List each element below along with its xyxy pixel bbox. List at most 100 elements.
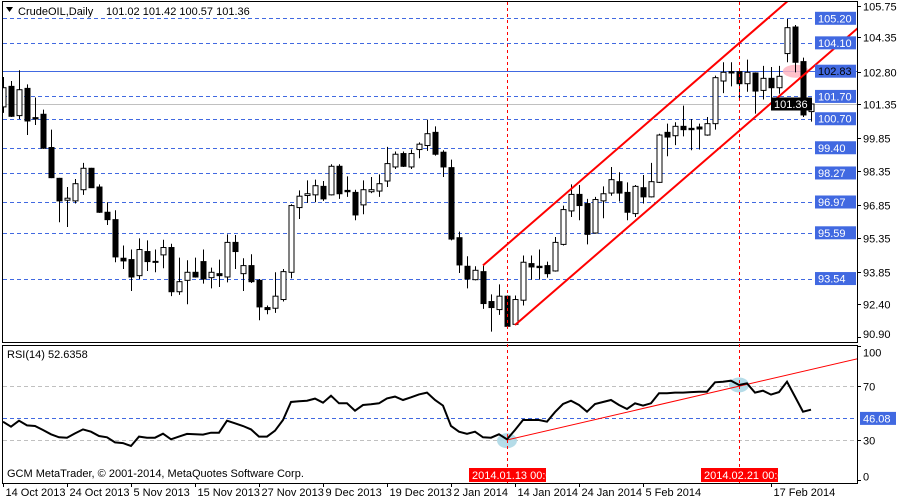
candle[interactable] bbox=[32, 97, 39, 125]
candle[interactable] bbox=[136, 238, 143, 279]
candle[interactable] bbox=[1, 77, 7, 113]
candle[interactable] bbox=[120, 245, 127, 269]
candle[interactable] bbox=[96, 184, 103, 213]
candle[interactable] bbox=[744, 59, 751, 92]
candle[interactable] bbox=[152, 249, 159, 273]
candle[interactable] bbox=[640, 174, 647, 204]
candle[interactable] bbox=[104, 202, 111, 225]
candle[interactable] bbox=[56, 177, 63, 223]
candle[interactable] bbox=[768, 66, 775, 100]
candle[interactable] bbox=[752, 72, 759, 114]
candle[interactable] bbox=[416, 142, 423, 159]
candle[interactable] bbox=[624, 182, 631, 221]
candle[interactable] bbox=[264, 305, 271, 315]
candle[interactable] bbox=[280, 268, 287, 302]
candle[interactable] bbox=[72, 179, 79, 204]
candle[interactable] bbox=[344, 176, 351, 197]
candle[interactable] bbox=[632, 185, 639, 217]
candle[interactable] bbox=[704, 116, 711, 136]
candle[interactable] bbox=[192, 257, 199, 278]
candle[interactable] bbox=[792, 24, 799, 73]
candle[interactable] bbox=[400, 151, 407, 167]
candle[interactable] bbox=[784, 18, 791, 63]
candle[interactable] bbox=[776, 65, 783, 94]
candle[interactable] bbox=[160, 239, 167, 269]
candle[interactable] bbox=[88, 167, 95, 189]
candle[interactable] bbox=[224, 234, 231, 283]
candle[interactable] bbox=[48, 129, 55, 179]
candle[interactable] bbox=[288, 204, 295, 279]
candle[interactable] bbox=[712, 75, 719, 130]
candle[interactable] bbox=[472, 266, 479, 281]
candle[interactable] bbox=[232, 235, 239, 269]
candle[interactable] bbox=[456, 231, 463, 273]
candle[interactable] bbox=[112, 210, 119, 263]
candle[interactable] bbox=[392, 151, 399, 169]
candle[interactable] bbox=[328, 164, 335, 196]
candle[interactable] bbox=[256, 278, 263, 321]
candle[interactable] bbox=[656, 133, 663, 184]
candle[interactable] bbox=[208, 267, 215, 289]
candle[interactable] bbox=[304, 180, 311, 203]
candle[interactable] bbox=[40, 109, 47, 149]
candle[interactable] bbox=[760, 65, 767, 100]
candle[interactable] bbox=[616, 172, 623, 202]
candle[interactable] bbox=[368, 176, 375, 194]
candle[interactable] bbox=[408, 149, 415, 169]
candle[interactable] bbox=[672, 122, 679, 146]
candle[interactable] bbox=[376, 174, 383, 197]
candle[interactable] bbox=[680, 105, 687, 137]
candle[interactable] bbox=[8, 81, 15, 117]
candle[interactable] bbox=[168, 243, 175, 297]
candle[interactable] bbox=[448, 159, 455, 241]
triangle-down-icon[interactable] bbox=[6, 7, 13, 12]
candle[interactable] bbox=[384, 146, 391, 188]
candle[interactable] bbox=[248, 254, 255, 284]
candle[interactable] bbox=[560, 205, 567, 246]
candle[interactable] bbox=[240, 258, 247, 292]
candle[interactable] bbox=[488, 294, 495, 332]
candle[interactable] bbox=[648, 162, 655, 198]
rsi-panel[interactable] bbox=[3, 350, 897, 449]
candle[interactable] bbox=[16, 70, 23, 119]
candle[interactable] bbox=[696, 123, 703, 150]
candle[interactable] bbox=[144, 240, 151, 271]
candle[interactable] bbox=[480, 265, 487, 309]
candle[interactable] bbox=[496, 284, 503, 315]
candle[interactable] bbox=[296, 190, 303, 219]
candle[interactable] bbox=[592, 196, 599, 234]
candle[interactable] bbox=[200, 249, 207, 284]
candle[interactable] bbox=[464, 256, 471, 289]
candle[interactable] bbox=[520, 255, 527, 306]
candle[interactable] bbox=[64, 187, 71, 227]
candle[interactable] bbox=[424, 119, 431, 151]
candle[interactable] bbox=[312, 179, 319, 203]
candle[interactable] bbox=[336, 164, 343, 199]
candle[interactable] bbox=[728, 62, 735, 87]
candle[interactable] bbox=[600, 186, 607, 219]
candle[interactable] bbox=[544, 261, 551, 278]
candle[interactable] bbox=[576, 185, 583, 221]
candle[interactable] bbox=[176, 257, 183, 295]
candle[interactable] bbox=[128, 249, 135, 292]
candle[interactable] bbox=[24, 84, 31, 136]
candle[interactable] bbox=[608, 166, 615, 196]
candle[interactable] bbox=[528, 255, 535, 280]
candle[interactable] bbox=[184, 260, 191, 305]
candle[interactable] bbox=[512, 295, 519, 325]
candle[interactable] bbox=[688, 118, 695, 151]
candle[interactable] bbox=[664, 123, 671, 157]
candle[interactable] bbox=[216, 259, 223, 288]
candle[interactable] bbox=[432, 126, 439, 156]
candle[interactable] bbox=[320, 181, 327, 201]
main-price-panel[interactable] bbox=[1, 0, 897, 332]
candle[interactable] bbox=[536, 249, 543, 280]
candle[interactable] bbox=[272, 272, 279, 313]
candle[interactable] bbox=[440, 150, 447, 177]
candle[interactable] bbox=[80, 162, 87, 195]
candle[interactable] bbox=[720, 62, 727, 94]
candle[interactable] bbox=[552, 237, 559, 272]
candle[interactable] bbox=[360, 180, 367, 215]
candle[interactable] bbox=[352, 189, 359, 221]
